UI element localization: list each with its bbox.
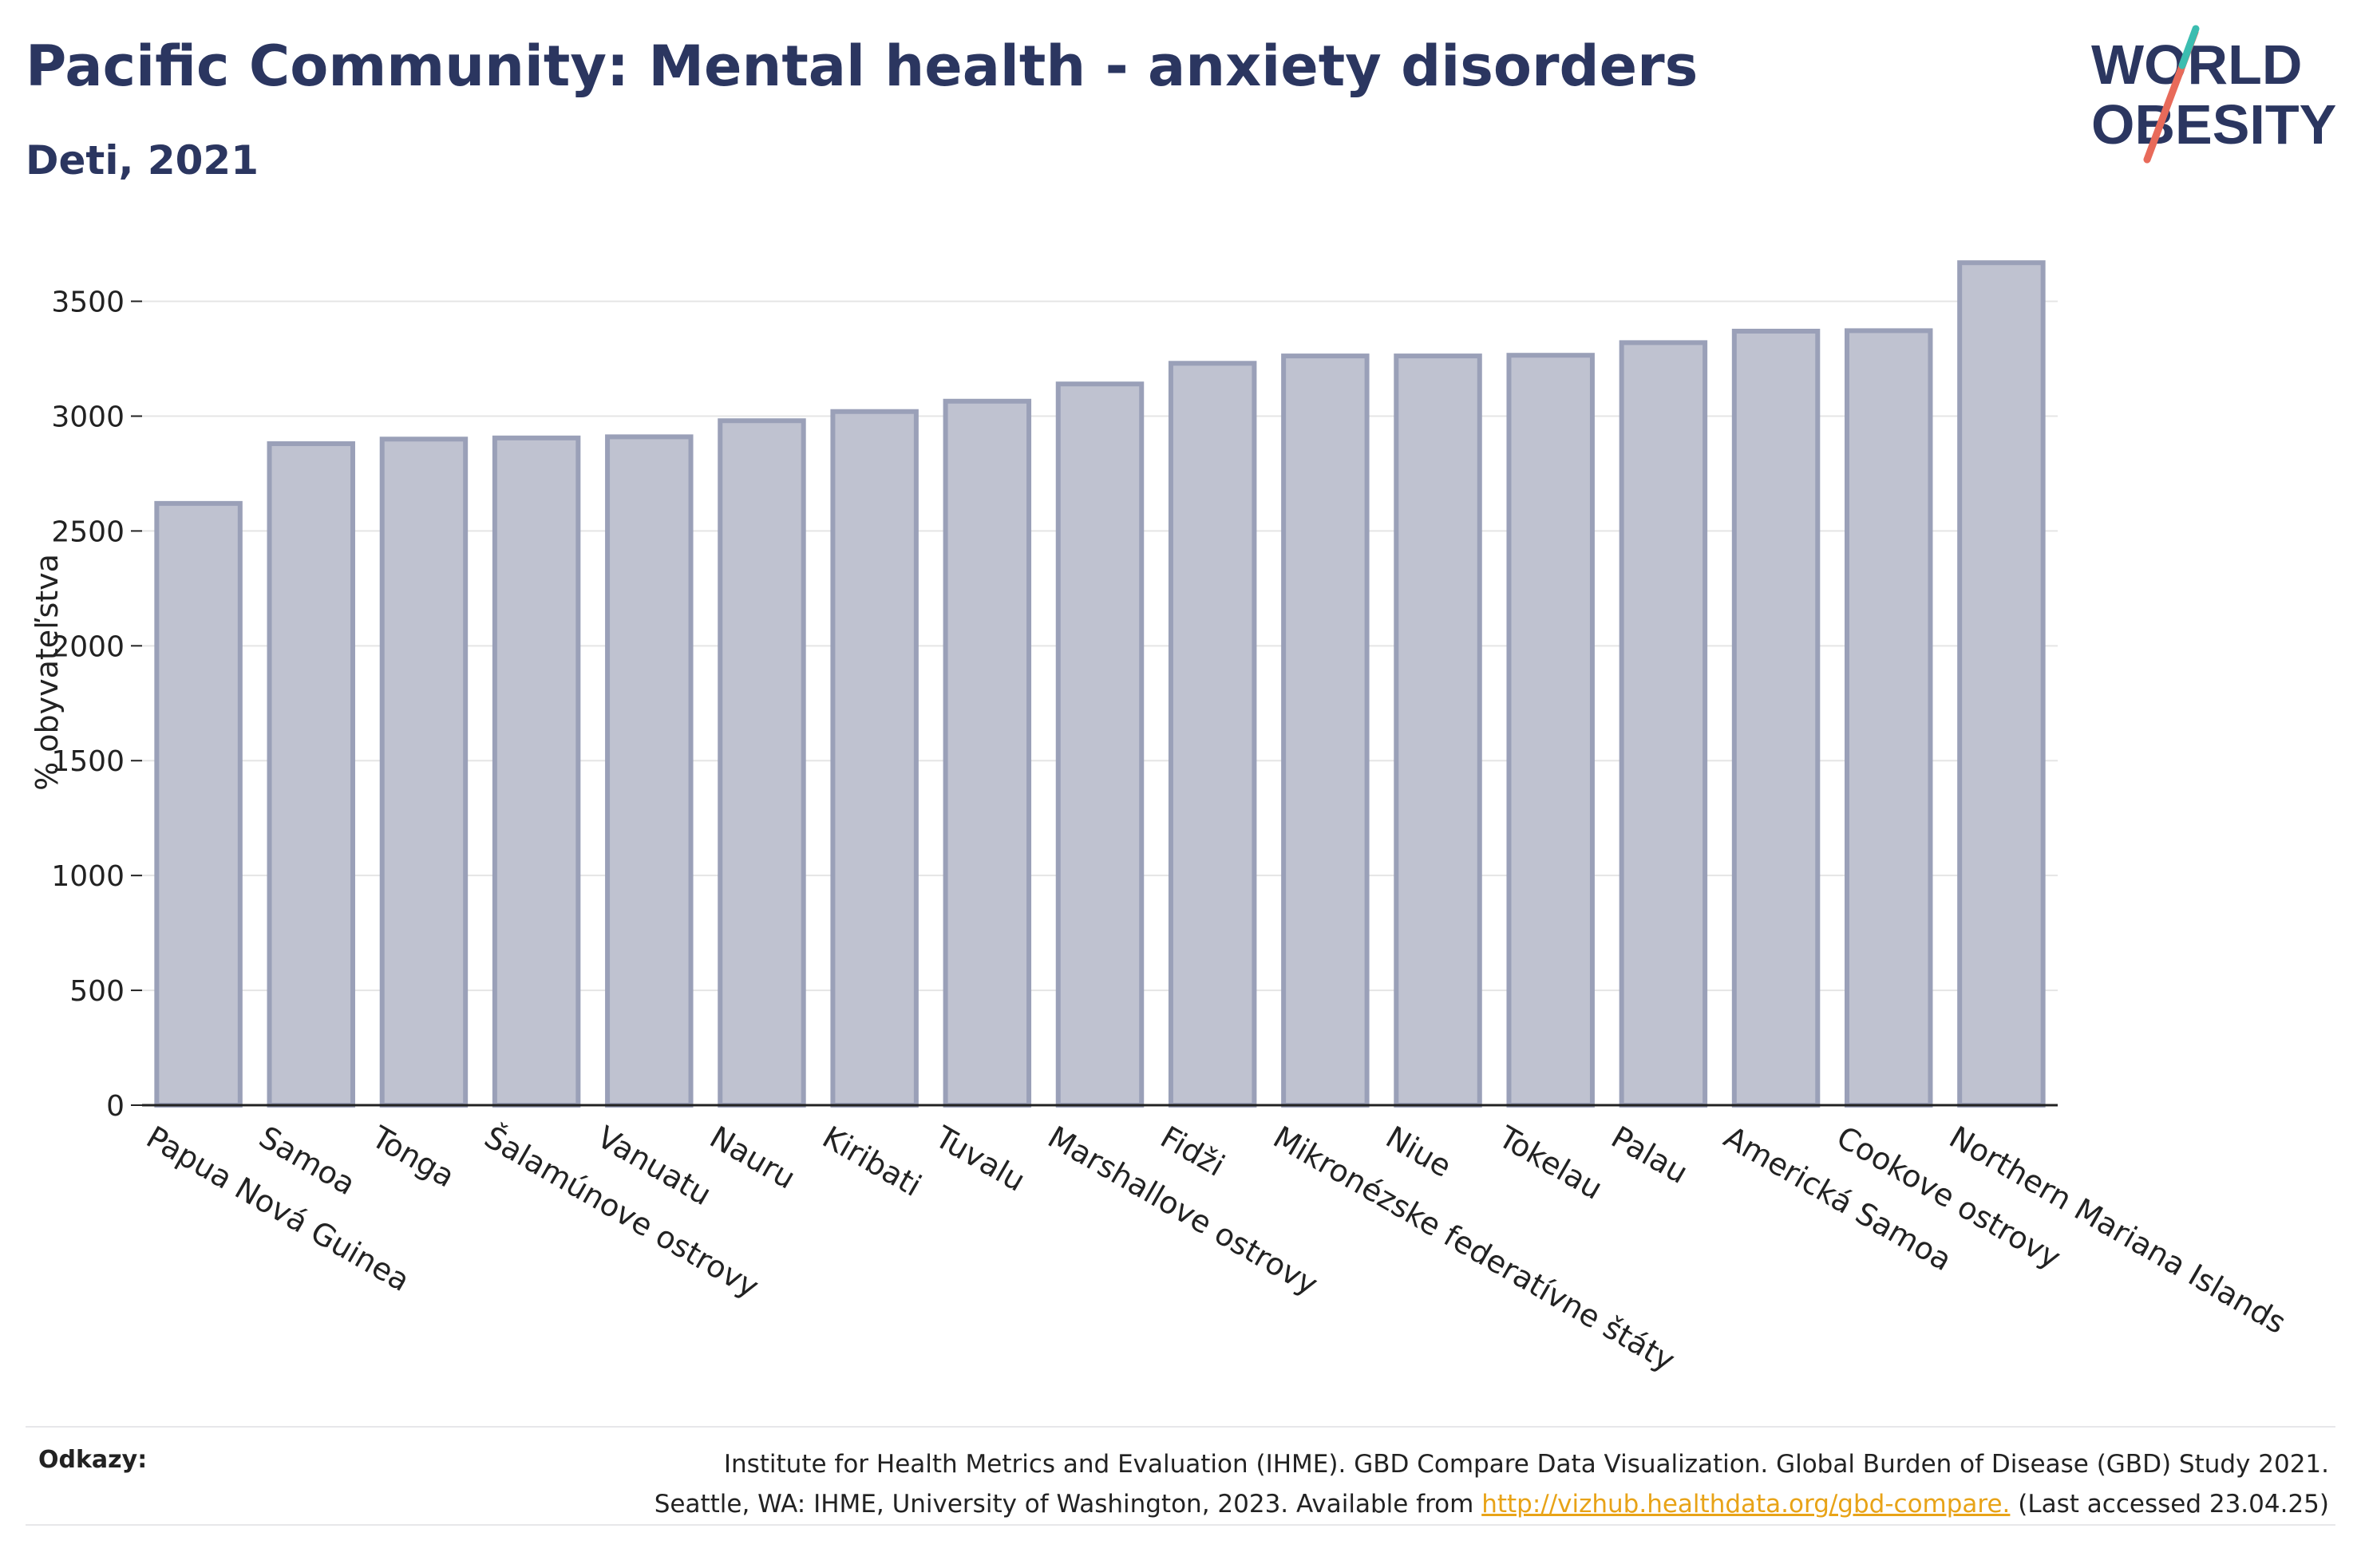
y-tick-label: 1500 xyxy=(51,745,125,778)
y-axis-ticks: 0 500 1000 1500 2000 2500 3000 3500 xyxy=(51,286,142,1123)
x-tick-label: Niue xyxy=(1380,1120,1457,1184)
references-text: Institute for Health Metrics and Evaluat… xyxy=(334,1444,2329,1524)
bars xyxy=(154,260,2046,1108)
logo-slash-teal xyxy=(2178,25,2200,69)
bar xyxy=(943,398,1032,1108)
bar xyxy=(1845,328,1933,1108)
bar xyxy=(1394,353,1482,1108)
bar xyxy=(605,434,694,1108)
x-tick-label: Fidži xyxy=(1155,1120,1231,1183)
bar xyxy=(1619,340,1708,1108)
references-line1: Institute for Health Metrics and Evaluat… xyxy=(723,1450,2329,1479)
bar xyxy=(1168,361,1257,1108)
bar xyxy=(154,500,243,1108)
world-obesity-logo: WORLD OBESITY xyxy=(2091,25,2336,164)
references-line2-prefix: Seattle, WA: IHME, University of Washing… xyxy=(654,1490,1474,1519)
y-tick-label: 2500 xyxy=(51,515,125,548)
y-tick-label: 0 xyxy=(106,1090,125,1123)
bar xyxy=(492,435,581,1108)
x-tick-label: Tonga xyxy=(366,1119,461,1194)
references-label: Odkazy: xyxy=(38,1446,148,1474)
chart-title: Pacific Community: Mental health - anxie… xyxy=(26,34,1699,99)
bar xyxy=(718,418,806,1108)
bar xyxy=(1506,353,1595,1108)
x-tick-label: Nauru xyxy=(704,1120,801,1196)
y-tick-label: 1000 xyxy=(51,860,125,893)
x-tick-label: Palau xyxy=(1605,1120,1694,1191)
x-tick-label: Kiribati xyxy=(817,1120,927,1203)
y-tick-label: 2000 xyxy=(51,630,125,663)
bar xyxy=(379,436,469,1108)
footer-divider-top xyxy=(26,1426,2335,1428)
bar xyxy=(1055,381,1145,1108)
y-tick-label: 500 xyxy=(69,975,125,1008)
logo-line1: WORLD xyxy=(2091,34,2302,96)
bar xyxy=(267,441,356,1108)
bar xyxy=(1957,260,2046,1108)
bar xyxy=(1731,328,1821,1108)
bar-chart: 0 500 1000 1500 2000 2500 3000 3500 Papua Nová … xyxy=(30,260,2292,1378)
bar xyxy=(830,409,919,1108)
chart-subtitle: Deti, 2021 xyxy=(26,137,259,184)
x-tick-label: Mikronézske federatívne štáty xyxy=(1268,1120,1681,1378)
y-axis-label: % obyvateľstva xyxy=(30,554,65,791)
y-tick-label: 3000 xyxy=(51,401,125,433)
references-link[interactable]: http://vizhub.healthdata.org/gbd-compare… xyxy=(1481,1490,2011,1519)
x-tick-label: Tokelau xyxy=(1492,1119,1608,1207)
bar xyxy=(1281,353,1370,1108)
footer-divider-bottom xyxy=(26,1524,2335,1526)
x-tick-label: Tuvalu xyxy=(928,1119,1030,1199)
references-line2: Seattle, WA: IHME, University of Washing… xyxy=(334,1484,2329,1524)
logo-line2: OBESITY xyxy=(2091,93,2336,156)
y-tick-label: 3500 xyxy=(51,286,125,319)
references-line2-suffix: (Last accessed 23.04.25) xyxy=(2018,1490,2329,1519)
